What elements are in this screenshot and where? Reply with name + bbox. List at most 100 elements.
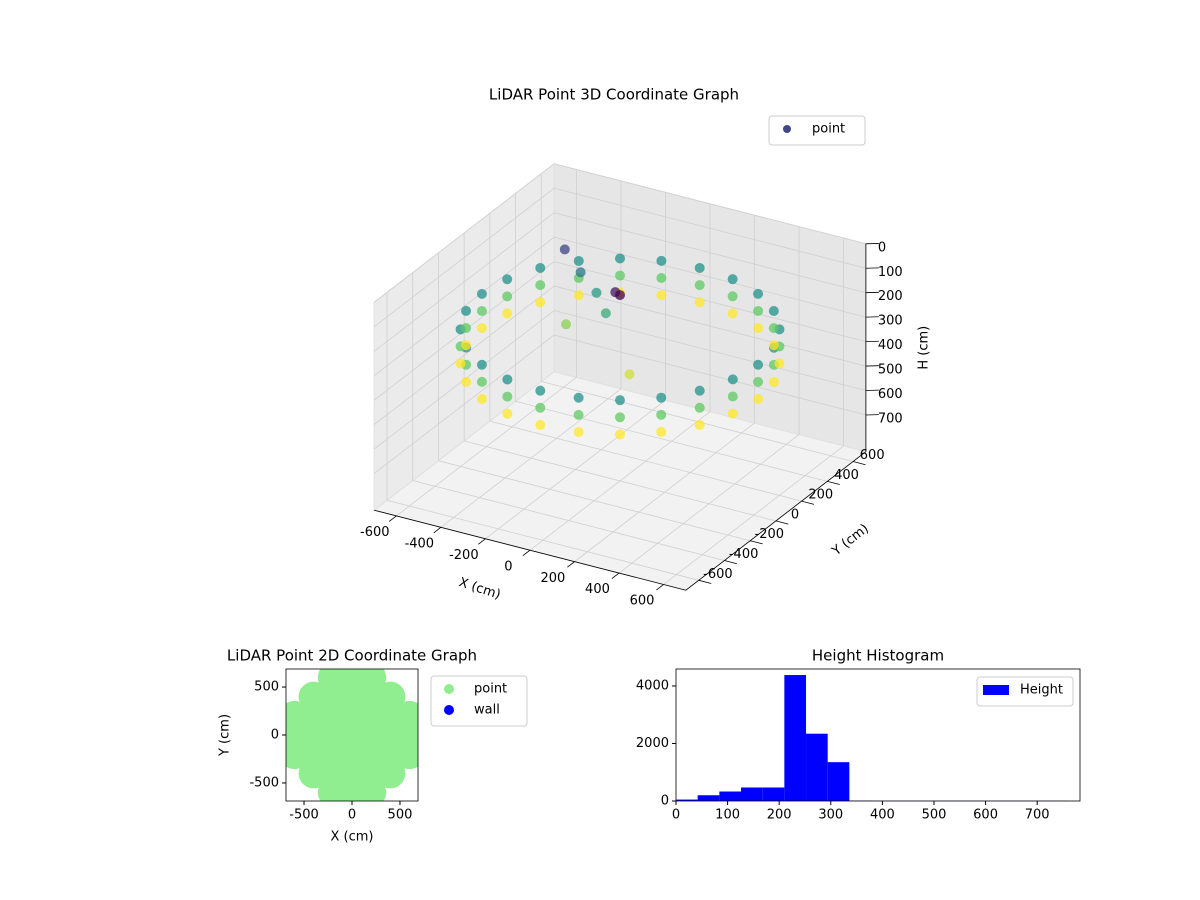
- point: [656, 255, 667, 266]
- point: [573, 392, 584, 403]
- y-axis-label: Y (cm): [829, 521, 872, 559]
- tick-mark: [433, 527, 442, 534]
- grid-line: [373, 285, 555, 425]
- x-tick-label: 200: [541, 571, 566, 586]
- legend-label: wall: [474, 703, 500, 718]
- x-tick-label: -600: [360, 525, 390, 540]
- y-tick-label: 0: [271, 728, 279, 743]
- grid-line: [373, 187, 555, 328]
- x-axis-label: X (cm): [331, 830, 374, 845]
- grid-line: [373, 163, 555, 303]
- point: [753, 393, 764, 404]
- point: [502, 308, 513, 319]
- x-axis-label: X (cm): [457, 575, 503, 603]
- tick-mark: [567, 561, 575, 568]
- bar: [741, 787, 763, 801]
- point: [455, 358, 466, 369]
- z-tick-label: 400: [878, 338, 903, 353]
- point: [476, 288, 487, 299]
- legend-box: [430, 675, 528, 727]
- bar: [719, 791, 742, 801]
- point: [461, 340, 472, 351]
- bar: [827, 762, 850, 801]
- point: [727, 391, 738, 402]
- point: [753, 376, 764, 387]
- grid-line: [554, 261, 866, 342]
- bar: [697, 795, 720, 801]
- point: [694, 262, 705, 273]
- bar: [806, 733, 828, 801]
- point: [727, 408, 738, 419]
- grid-line: [554, 334, 866, 416]
- tick-mark: [852, 461, 866, 466]
- point: [624, 369, 635, 380]
- z-tick-label: 700: [878, 411, 903, 426]
- point: [727, 291, 738, 302]
- y-tick-label: 400: [834, 468, 859, 483]
- point: [656, 392, 667, 403]
- grid-line: [386, 499, 699, 581]
- x-tick-label: 400: [870, 808, 895, 823]
- grid-line: [515, 400, 828, 482]
- point: [476, 393, 487, 404]
- point: [573, 409, 584, 420]
- point: [656, 273, 667, 284]
- tick-mark: [801, 500, 815, 505]
- point: [727, 308, 738, 319]
- legend-label: point: [474, 682, 507, 697]
- point: [656, 426, 667, 437]
- x-tick-label: 500: [388, 808, 413, 823]
- point: [727, 274, 738, 285]
- z-tick-label: 100: [878, 265, 903, 280]
- point: [535, 297, 546, 308]
- z-axis-label: H (cm): [916, 326, 931, 370]
- tick-mark: [611, 572, 620, 579]
- bar: [762, 787, 785, 801]
- point: [656, 409, 667, 420]
- point: [476, 376, 487, 387]
- x-tick-label: 100: [715, 808, 740, 823]
- point: [614, 395, 625, 406]
- point: [502, 391, 513, 402]
- grid-line: [554, 285, 866, 367]
- point: [614, 429, 625, 440]
- y-tick-label: -600: [703, 567, 733, 582]
- point: [375, 758, 406, 789]
- point: [694, 385, 705, 396]
- grid-line: [554, 187, 866, 269]
- x-tick-label: 400: [585, 582, 610, 597]
- z-tick-label: 300: [878, 314, 903, 329]
- point: [356, 777, 387, 801]
- legend-marker: [983, 685, 1009, 695]
- point: [615, 290, 625, 301]
- grid-line: [554, 236, 866, 318]
- legend-label: point: [812, 122, 845, 137]
- point: [535, 280, 546, 291]
- x-tick-label: 200: [767, 808, 792, 823]
- point: [394, 739, 418, 770]
- tick-mark: [388, 515, 397, 522]
- legend-box: [976, 676, 1074, 707]
- chart-title: Height Histogram: [812, 647, 944, 665]
- x-tick-label: 0: [348, 808, 356, 823]
- y-tick-label: 0: [661, 794, 669, 809]
- grid-line: [554, 163, 866, 245]
- y-tick-label: 4000: [636, 678, 669, 693]
- point: [694, 402, 705, 413]
- bar: [676, 799, 698, 801]
- chart-title: LiDAR Point 3D Coordinate Graph: [489, 86, 739, 104]
- point: [753, 323, 764, 334]
- point: [559, 244, 570, 255]
- grid-line: [554, 212, 866, 294]
- tick-mark: [750, 540, 763, 545]
- x-tick-label: 600: [973, 808, 998, 823]
- grid-line: [373, 212, 555, 352]
- x-tick-label: 0: [504, 559, 512, 574]
- grid-line: [412, 480, 725, 561]
- legend-box: [768, 115, 866, 146]
- point: [615, 253, 626, 264]
- point: [573, 255, 584, 266]
- point: [535, 402, 546, 413]
- point: [461, 323, 472, 334]
- point: [476, 306, 487, 317]
